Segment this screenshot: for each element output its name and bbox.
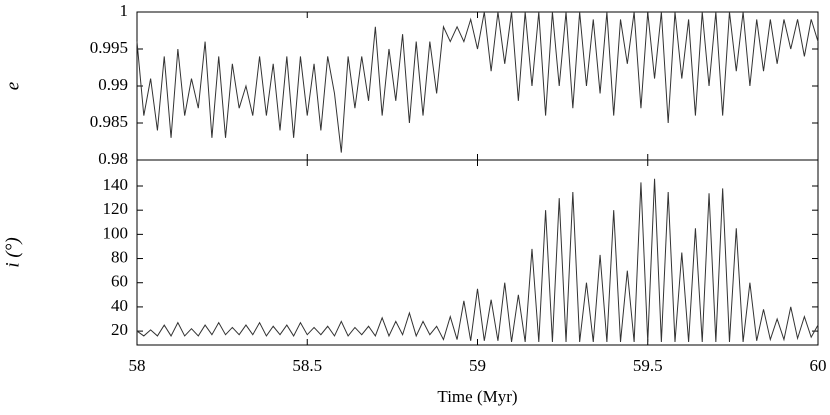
y-tick-label: 0.995 [90,38,128,57]
y-tick-label: 100 [103,223,129,242]
x-tick-label: 59.5 [633,356,663,375]
y-tick-label: 0.98 [98,149,128,168]
data-line [136,178,819,343]
y-tick-label: 20 [111,320,128,339]
y-axis-label: i (°) [2,237,23,267]
y-tick-label: 0.99 [98,75,128,94]
y-tick-label: 60 [111,272,128,291]
plot-frame [136,11,819,161]
y-axis-label: e [2,82,23,90]
x-tick-label: 59 [469,356,486,375]
y-tick-label: 1 [120,1,129,20]
x-tick-label: 58.5 [292,356,322,375]
y-tick-label: 0.985 [90,112,128,131]
y-tick-label: 120 [103,199,129,218]
x-tick-label: 58 [129,356,146,375]
y-tick-label: 40 [111,296,128,315]
y-tick-label: 140 [103,175,129,194]
y-tick-label: 80 [111,247,128,266]
plot-frame [136,159,819,346]
x-axis-label: Time (Myr) [437,387,517,406]
data-line [136,11,819,153]
x-tick-label: 60 [810,356,827,375]
